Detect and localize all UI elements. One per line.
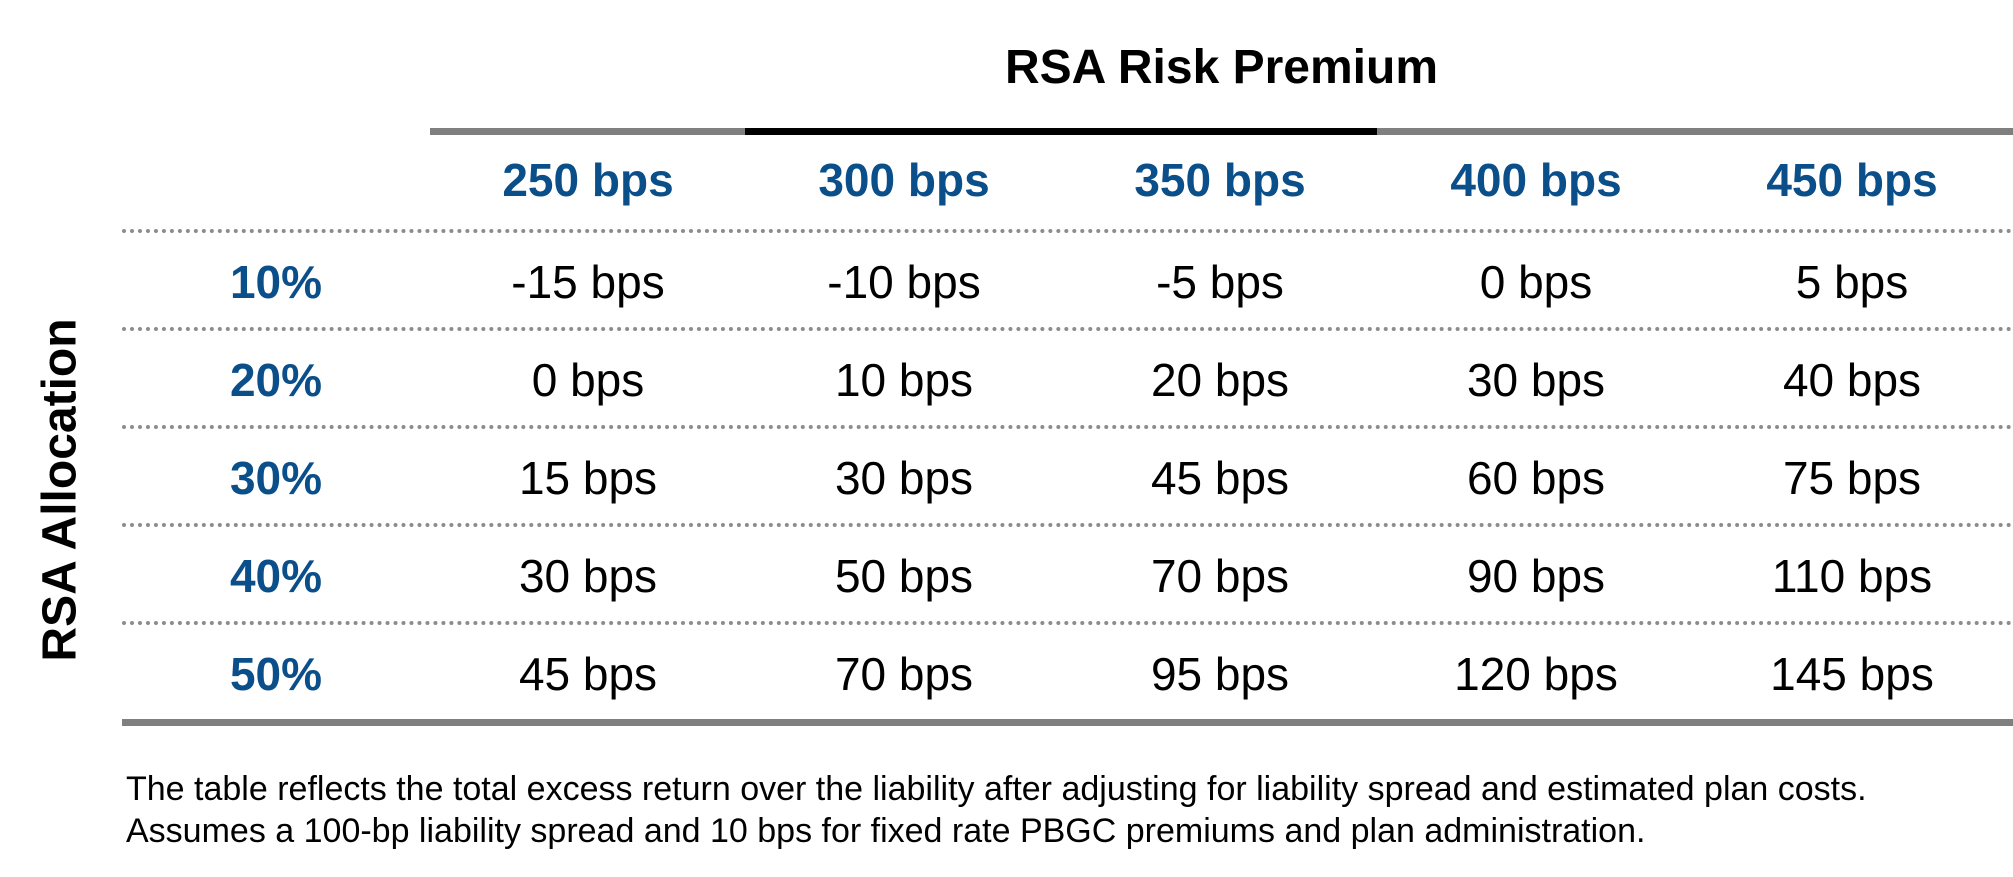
table-cell: 5 bps xyxy=(1795,256,1909,308)
table-cell: 70 bps xyxy=(834,648,974,700)
row-divider xyxy=(122,229,2013,233)
table-cell: -15 bps xyxy=(511,256,665,308)
y-axis-label-text: RSA Allocation xyxy=(33,318,87,662)
column-header: 250 bps xyxy=(502,154,674,206)
row-label: 10% xyxy=(229,256,323,308)
column-header: 450 bps xyxy=(1766,154,1938,206)
row-label: 20% xyxy=(229,354,323,406)
table-cell: 60 bps xyxy=(1466,452,1606,504)
table-cell: 50 bps xyxy=(834,550,974,602)
row-divider xyxy=(122,621,2013,625)
table-cell: -5 bps xyxy=(1156,256,1284,308)
row-divider xyxy=(122,523,2013,527)
table-cell: 40 bps xyxy=(1782,354,1922,406)
table-cell: 70 bps xyxy=(1150,550,1290,602)
table-cell: 30 bps xyxy=(518,550,658,602)
table-cell: 95 bps xyxy=(1150,648,1290,700)
column-header: 300 bps xyxy=(818,154,990,206)
row-label: 50% xyxy=(229,648,323,700)
table-cell: -10 bps xyxy=(827,256,981,308)
bottom-rule xyxy=(122,719,2013,726)
row-divider xyxy=(122,425,2013,429)
table-cell: 145 bps xyxy=(1770,648,1934,700)
row-label: 40% xyxy=(229,550,323,602)
footnote: The table reflects the total excess retu… xyxy=(126,770,1867,850)
table-cell: 45 bps xyxy=(1150,452,1290,504)
table-cell: 10 bps xyxy=(834,354,974,406)
table-cell: 30 bps xyxy=(1466,354,1606,406)
table-cell: 15 bps xyxy=(518,452,658,504)
table-cell: 75 bps xyxy=(1782,452,1922,504)
row-label: 30% xyxy=(229,452,323,504)
header-rule-accent xyxy=(745,128,1377,135)
table-cell: 90 bps xyxy=(1466,550,1606,602)
row-divider xyxy=(122,327,2013,331)
table-cell: 20 bps xyxy=(1150,354,1290,406)
table-title: RSA Risk Premium xyxy=(1004,41,1439,94)
table-cell: 110 bps xyxy=(1771,550,1933,602)
table-cell: 0 bps xyxy=(1479,256,1593,308)
table-cell: 120 bps xyxy=(1454,648,1618,700)
column-header: 350 bps xyxy=(1134,154,1306,206)
y-axis-label: RSA Allocation xyxy=(20,318,100,662)
table-cell: 45 bps xyxy=(518,648,658,700)
table-cell: 0 bps xyxy=(531,354,645,406)
table-cell: 30 bps xyxy=(834,452,974,504)
column-header: 400 bps xyxy=(1450,154,1622,206)
